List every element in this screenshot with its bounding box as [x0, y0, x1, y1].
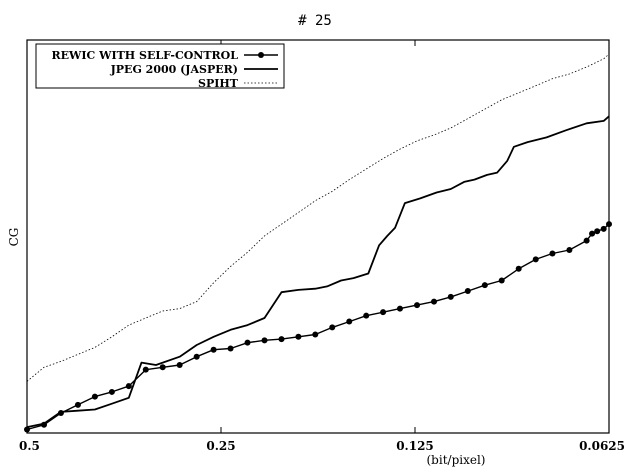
- data-point: [176, 361, 183, 368]
- x-tick-label: 0.5: [19, 439, 40, 453]
- x-tick-label: 0.0625: [579, 439, 625, 453]
- data-point: [91, 393, 98, 400]
- data-point: [566, 246, 573, 253]
- chart-title: # 25: [298, 13, 332, 29]
- series-line-spiht: [26, 53, 610, 382]
- data-point: [589, 230, 596, 237]
- data-point: [125, 383, 132, 390]
- legend-label: REWIC WITH SELF-CONTROL: [52, 49, 239, 62]
- series-group: [24, 53, 612, 433]
- data-point: [414, 302, 421, 309]
- x-tick-label: 0.25: [206, 439, 235, 453]
- data-point: [515, 265, 522, 272]
- legend-box: [35, 43, 285, 89]
- data-point: [498, 277, 505, 284]
- data-point: [481, 282, 488, 289]
- data-point: [108, 388, 115, 395]
- legend-label: JPEG 2000 (JASPER): [110, 63, 238, 76]
- data-point: [74, 401, 81, 408]
- data-point: [261, 337, 268, 344]
- y-axis-label: CG: [7, 228, 21, 247]
- data-point: [346, 318, 353, 325]
- data-point: [600, 225, 607, 232]
- data-point: [532, 256, 539, 263]
- data-point: [363, 312, 370, 319]
- data-point: [430, 298, 437, 305]
- data-point: [549, 250, 556, 257]
- data-point: [329, 324, 336, 331]
- series-line-jpeg-2000-jasper: [26, 115, 610, 428]
- data-point: [380, 309, 387, 316]
- data-point: [24, 426, 30, 433]
- legend-label: SPIHT: [198, 77, 239, 90]
- data-point: [594, 228, 601, 235]
- data-point: [464, 288, 471, 295]
- legend-marker: [258, 52, 264, 58]
- x-tick-label: 0.125: [396, 439, 434, 453]
- data-point: [396, 305, 403, 312]
- data-point: [606, 221, 612, 228]
- series-line-rewic-with-self-control: [26, 223, 610, 431]
- data-point: [142, 366, 149, 373]
- data-point: [312, 331, 319, 338]
- data-point: [447, 293, 454, 300]
- data-point: [278, 336, 285, 343]
- x-axis-label: (bit/pixel): [427, 453, 486, 467]
- data-point: [227, 345, 234, 352]
- data-point: [210, 346, 217, 353]
- data-point: [583, 237, 590, 244]
- data-point: [295, 333, 302, 340]
- plot-frame: [26, 39, 610, 434]
- x-ticks: 0.5 0.25 0.125 0.0625: [19, 40, 625, 453]
- data-point: [244, 339, 251, 346]
- data-point: [193, 353, 200, 360]
- data-point: [159, 364, 166, 371]
